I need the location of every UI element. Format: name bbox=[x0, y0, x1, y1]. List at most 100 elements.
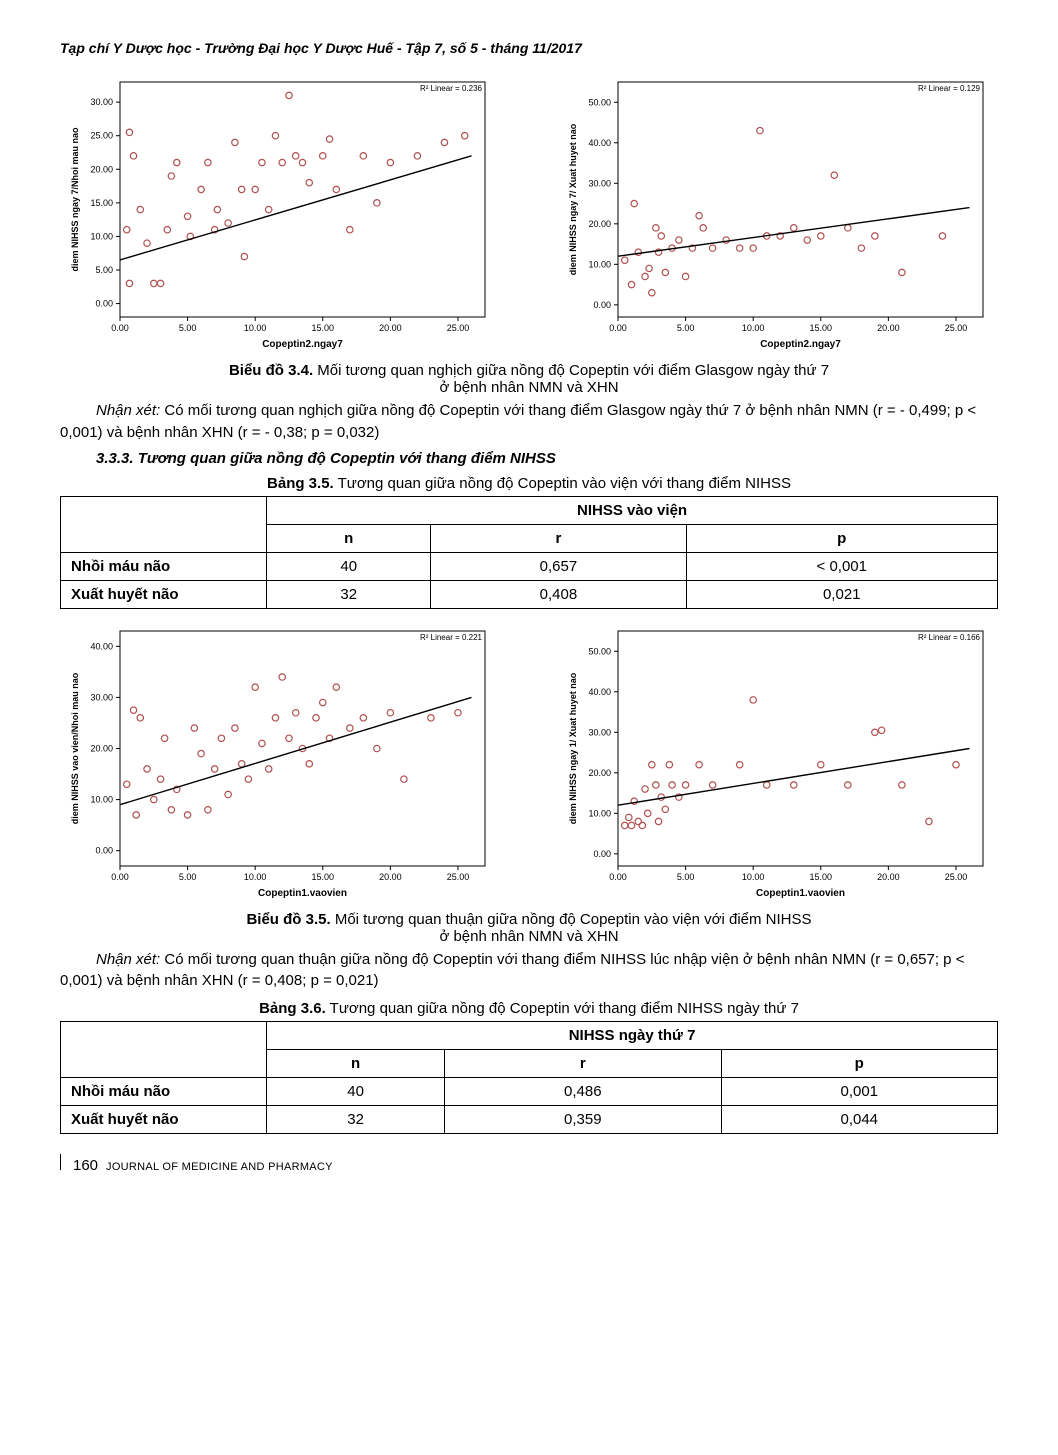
svg-text:20.00: 20.00 bbox=[588, 767, 611, 777]
svg-text:diem NIHSS ngay 1/ Xuat huyet: diem NIHSS ngay 1/ Xuat huyet nao bbox=[568, 672, 578, 824]
table-row: Xuất huyết não320,4080,021 bbox=[61, 580, 998, 608]
chart-34-caption-text2: ở bệnh nhân NMN và XHN bbox=[439, 379, 618, 396]
svg-text:10.00: 10.00 bbox=[742, 872, 765, 882]
svg-text:R² Linear = 0.236: R² Linear = 0.236 bbox=[420, 84, 483, 93]
svg-text:10.00: 10.00 bbox=[742, 323, 765, 333]
chart-35-note: Nhận xét: Có mối tương quan thuận giữa n… bbox=[60, 949, 998, 993]
svg-text:40.00: 40.00 bbox=[588, 138, 611, 148]
chart-34-caption-bold: Biểu đồ 3.4. bbox=[229, 362, 313, 379]
table-35-caption-bold: Bảng 3.5. bbox=[267, 475, 334, 492]
section-333-heading: 3.3.3. Tương quan giữa nồng độ Copeptin … bbox=[96, 450, 998, 467]
svg-text:15.00: 15.00 bbox=[810, 872, 833, 882]
chart-34-caption-text: Mối tương quan nghịch giữa nồng độ Copep… bbox=[317, 362, 829, 379]
svg-text:20.00: 20.00 bbox=[588, 219, 611, 229]
svg-text:15.00: 15.00 bbox=[810, 323, 833, 333]
table-row: Nhồi máu não400,4860,001 bbox=[61, 1078, 998, 1106]
chart-row-34: 0.00 5.00 10.00 15.00 20.00 25.00 0.00 5.00 10.0… bbox=[60, 72, 998, 352]
journal-header: Tạp chí Y Dược học - Trường Đại học Y Dư… bbox=[60, 40, 998, 56]
row-cell: 0,657 bbox=[431, 552, 686, 580]
svg-text:diem NIHSS vao vien/Nhoi mau n: diem NIHSS vao vien/Nhoi mau nao bbox=[70, 672, 80, 824]
note-35-body: Có mối tương quan thuận giữa nồng độ Cop… bbox=[60, 951, 964, 990]
svg-text:25.00: 25.00 bbox=[945, 872, 968, 882]
svg-text:5.00: 5.00 bbox=[179, 872, 197, 882]
svg-text:5.00: 5.00 bbox=[95, 265, 113, 275]
row-cell: < 0,001 bbox=[686, 552, 998, 580]
note-34-lead: Nhận xét: bbox=[96, 402, 160, 419]
row-cell: 32 bbox=[267, 1106, 445, 1134]
svg-text:10.00: 10.00 bbox=[244, 872, 267, 882]
row-label: Nhồi máu não bbox=[61, 552, 267, 580]
row-cell: 40 bbox=[267, 1078, 445, 1106]
chart-34-right: 0.005.0010.0015.0020.0025.000.0010.0020.… bbox=[558, 72, 998, 352]
note-34-body: Có mối tương quan nghịch giữa nồng độ Co… bbox=[60, 402, 976, 441]
chart-34-left: 0.005.0010.0015.0020.0025.000.005.0010.0… bbox=[60, 72, 500, 352]
svg-text:5.00: 5.00 bbox=[677, 323, 695, 333]
svg-text:30.00: 30.00 bbox=[90, 97, 113, 107]
svg-text:Copeptin1.vaovien: Copeptin1.vaovien bbox=[258, 888, 347, 899]
table-row: Nhồi máu não400,657< 0,001 bbox=[61, 552, 998, 580]
svg-text:diem NIHSS ngay 7/Nhoi mau nao: diem NIHSS ngay 7/Nhoi mau nao bbox=[70, 127, 80, 272]
chart-35-caption-text2: ở bệnh nhân NMN và XHN bbox=[439, 928, 618, 945]
svg-text:0.00: 0.00 bbox=[95, 845, 113, 855]
row-cell: 0,044 bbox=[721, 1106, 997, 1134]
chart-row-35: 0.00 5.00 10.00 15.00 20.00 25.00 0.00 10.00 20.… bbox=[60, 621, 998, 901]
svg-text:Copeptin2.ngay7: Copeptin2.ngay7 bbox=[262, 339, 343, 350]
chart-35-right: 0.005.0010.0015.0020.0025.000.0010.0020.… bbox=[558, 621, 998, 901]
table-36-caption-text: Tương quan giữa nồng độ Copeptin với tha… bbox=[330, 1000, 799, 1017]
row-label: Xuất huyết não bbox=[61, 580, 267, 608]
svg-text:R² Linear = 0.166: R² Linear = 0.166 bbox=[918, 633, 981, 642]
chart-34-caption: Biểu đồ 3.4. Mối tương quan nghịch giữa … bbox=[60, 362, 998, 396]
table-36: NIHSS ngày thứ 7nrpNhồi máu não400,4860,… bbox=[60, 1021, 998, 1134]
svg-text:30.00: 30.00 bbox=[588, 727, 611, 737]
svg-text:5.00: 5.00 bbox=[179, 323, 197, 333]
svg-text:diem NIHSS ngay 7/ Xuat huyet: diem NIHSS ngay 7/ Xuat huyet nao bbox=[568, 123, 578, 275]
row-cell: 32 bbox=[267, 580, 431, 608]
svg-text:R² Linear = 0.221: R² Linear = 0.221 bbox=[420, 633, 483, 642]
svg-text:20.00: 20.00 bbox=[379, 323, 402, 333]
svg-text:0.00: 0.00 bbox=[593, 300, 611, 310]
svg-text:Copeptin2.ngay7: Copeptin2.ngay7 bbox=[760, 339, 841, 350]
svg-text:0.00: 0.00 bbox=[593, 848, 611, 858]
svg-text:10.00: 10.00 bbox=[90, 231, 113, 241]
table-header-group: NIHSS vào viện bbox=[267, 496, 998, 524]
svg-text:15.00: 15.00 bbox=[312, 323, 335, 333]
journal-name: JOURNAL OF MEDICINE AND PHARMACY bbox=[106, 1161, 333, 1173]
svg-text:20.00: 20.00 bbox=[90, 743, 113, 753]
chart-35-left: 0.005.0010.0015.0020.0025.000.0010.0020.… bbox=[60, 621, 500, 901]
svg-text:40.00: 40.00 bbox=[90, 641, 113, 651]
table-col: p bbox=[686, 524, 998, 552]
svg-text:10.00: 10.00 bbox=[90, 794, 113, 804]
row-cell: 40 bbox=[267, 552, 431, 580]
chart-35-caption-bold: Biểu đồ 3.5. bbox=[246, 911, 330, 928]
table-35-caption-text: Tương quan giữa nồng độ Copeptin vào việ… bbox=[338, 475, 791, 492]
chart-34-note: Nhận xét: Có mối tương quan nghịch giữa … bbox=[60, 400, 998, 444]
row-label: Nhồi máu não bbox=[61, 1078, 267, 1106]
row-cell: 0,359 bbox=[445, 1106, 721, 1134]
svg-text:0.00: 0.00 bbox=[111, 872, 129, 882]
svg-text:20.00: 20.00 bbox=[877, 323, 900, 333]
chart-35-caption-text: Mối tương quan thuận giữa nồng độ Copept… bbox=[335, 911, 812, 928]
svg-text:25.00: 25.00 bbox=[447, 872, 470, 882]
table-header-group: NIHSS ngày thứ 7 bbox=[267, 1022, 998, 1050]
svg-text:25.00: 25.00 bbox=[90, 131, 113, 141]
svg-text:40.00: 40.00 bbox=[588, 686, 611, 696]
svg-text:R² Linear = 0.129: R² Linear = 0.129 bbox=[918, 84, 981, 93]
table-36-caption: Bảng 3.6. Tương quan giữa nồng độ Copept… bbox=[60, 1000, 998, 1017]
table-35: NIHSS vào việnnrpNhồi máu não400,657< 0,… bbox=[60, 496, 998, 609]
svg-text:0.00: 0.00 bbox=[95, 299, 113, 309]
svg-text:10.00: 10.00 bbox=[588, 259, 611, 269]
svg-text:0.00: 0.00 bbox=[111, 323, 129, 333]
table-col: p bbox=[721, 1050, 997, 1078]
svg-text:30.00: 30.00 bbox=[90, 692, 113, 702]
note-35-lead: Nhận xét: bbox=[96, 951, 160, 968]
row-cell: 0,486 bbox=[445, 1078, 721, 1106]
footer-bar bbox=[60, 1154, 61, 1170]
page-footer: 160 JOURNAL OF MEDICINE AND PHARMACY bbox=[60, 1154, 998, 1174]
table-col: n bbox=[267, 1050, 445, 1078]
table-col: r bbox=[431, 524, 686, 552]
svg-text:50.00: 50.00 bbox=[588, 646, 611, 656]
row-cell: 0,001 bbox=[721, 1078, 997, 1106]
row-cell: 0,408 bbox=[431, 580, 686, 608]
svg-text:15.00: 15.00 bbox=[90, 198, 113, 208]
page-number: 160 bbox=[73, 1157, 98, 1174]
